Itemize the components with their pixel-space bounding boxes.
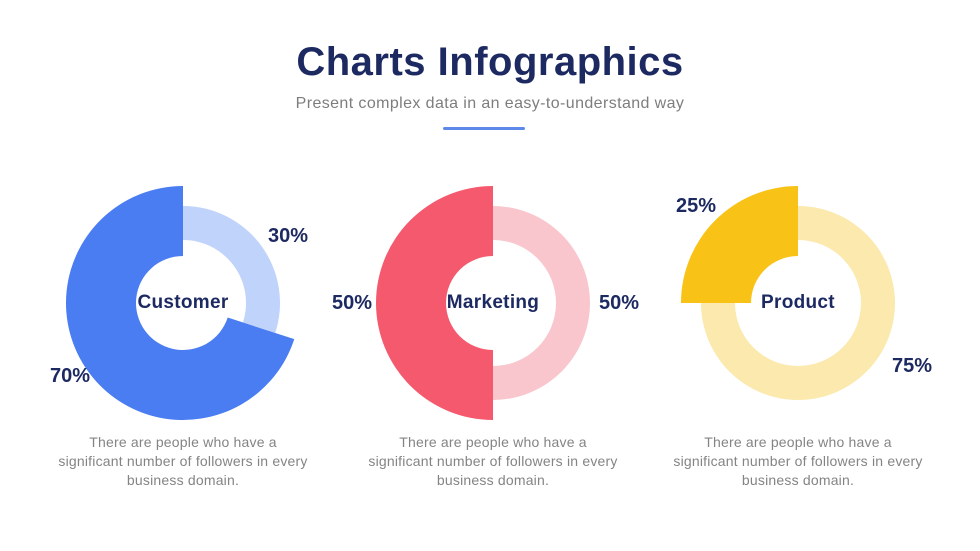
donut-chart-marketing <box>376 186 590 420</box>
donut-slice <box>701 206 895 400</box>
chart-caption: There are people who have a significant … <box>58 434 308 488</box>
chart-center-label: Marketing <box>446 292 540 313</box>
donut-chart-customer <box>65 186 295 420</box>
donut-chart-product <box>681 186 895 400</box>
percent-label-dark: 50% <box>332 292 373 314</box>
page-title: Charts Infographics <box>296 40 684 84</box>
chart-caption: There are people who have a significant … <box>673 434 923 488</box>
donut-slice <box>183 206 280 333</box>
percent-label-light: 30% <box>268 225 309 247</box>
chart-center-label: Customer <box>137 292 229 313</box>
percent-label-light: 75% <box>892 355 933 377</box>
percent-label-dark: 70% <box>50 365 91 387</box>
donut-slice <box>376 186 493 420</box>
chart-caption: There are people who have a significant … <box>368 434 618 488</box>
chart-card-marketing: Marketing 50% 50% There are people who h… <box>332 165 648 510</box>
chart-card-product: Product 25% 75% There are people who hav… <box>643 165 953 510</box>
percent-label-dark: 25% <box>676 195 717 217</box>
chart-center-label: Product <box>761 292 835 313</box>
percent-label-light: 50% <box>599 292 640 314</box>
chart-card-customer: Customer 70% 30% There are people who ha… <box>28 165 338 510</box>
title-underline-decoration <box>443 127 525 130</box>
page-subtitle: Present complex data in an easy-to-under… <box>295 95 685 112</box>
donut-slice <box>493 206 590 400</box>
donut-slice <box>65 186 295 420</box>
donut-slice <box>681 186 798 303</box>
